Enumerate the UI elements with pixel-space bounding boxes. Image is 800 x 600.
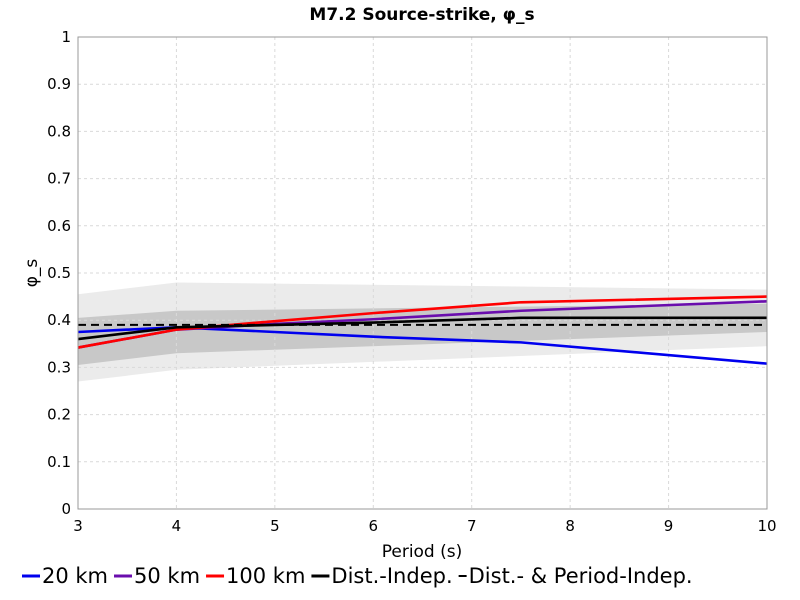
x-tick-label-4: 7 — [467, 517, 477, 535]
y-tick-label-9: 0.9 — [47, 75, 71, 93]
series-lines — [77, 295, 768, 365]
legend: 20 km 50 km 100 km Dist.-Indep. Dist.- & Per… — [22, 564, 693, 588]
x-tick-label-3: 6 — [369, 517, 379, 535]
y-tick-label-3: 0.3 — [47, 358, 71, 376]
y-tick-label-6: 0.6 — [47, 217, 71, 235]
x-tick-label-5: 8 — [565, 517, 575, 535]
legend-item-3: Dist.-Indep. — [311, 564, 453, 588]
y-axis-label: φ_s — [22, 259, 42, 288]
uncertainty-bands — [78, 282, 767, 382]
x-tick-labels: 3 4 5 6 7 8 9 10 — [73, 517, 776, 535]
legend-item-0: 20 km — [22, 564, 108, 588]
x-tick-label-2: 5 — [270, 517, 280, 535]
legend-label-4: Dist.- & Period-Indep. — [469, 564, 693, 588]
legend-label-1: 50 km — [134, 564, 200, 588]
series-line-2 — [77, 295, 768, 349]
legend-label-0: 20 km — [42, 564, 108, 588]
x-tick-label-7: 10 — [757, 517, 776, 535]
x-tick-label-6: 9 — [664, 517, 674, 535]
plot-frame — [77, 36, 768, 510]
legend-label-2: 100 km — [226, 564, 305, 588]
y-tick-label-7: 0.7 — [47, 170, 71, 188]
legend-item-1: 50 km — [114, 564, 200, 588]
legend-item-4: Dist.- & Period-Indep. — [458, 564, 693, 588]
y-tick-label-0: 0 — [61, 500, 71, 518]
grid — [78, 37, 767, 509]
x-tick-label-0: 3 — [73, 517, 83, 535]
y-tick-label-2: 0.2 — [47, 406, 71, 424]
y-tick-label-1: 0.1 — [47, 453, 71, 471]
x-tick-label-1: 4 — [172, 517, 182, 535]
legend-item-2: 100 km — [206, 564, 305, 588]
x-axis-label: Period (s) — [382, 542, 463, 562]
y-tick-labels: 0 0.1 0.2 0.3 0.4 0.5 0.6 0.7 0.8 0.9 1 — [47, 28, 71, 518]
y-tick-label-5: 0.5 — [47, 264, 71, 282]
series-line-3 — [77, 316, 767, 341]
y-tick-label-4: 0.4 — [47, 311, 71, 329]
legend-label-3: Dist.-Indep. — [331, 564, 452, 588]
y-tick-label-8: 0.8 — [47, 122, 71, 140]
chart-title: M7.2 Source-strike, φ_s — [309, 5, 534, 25]
y-tick-label-10: 1 — [61, 28, 71, 46]
